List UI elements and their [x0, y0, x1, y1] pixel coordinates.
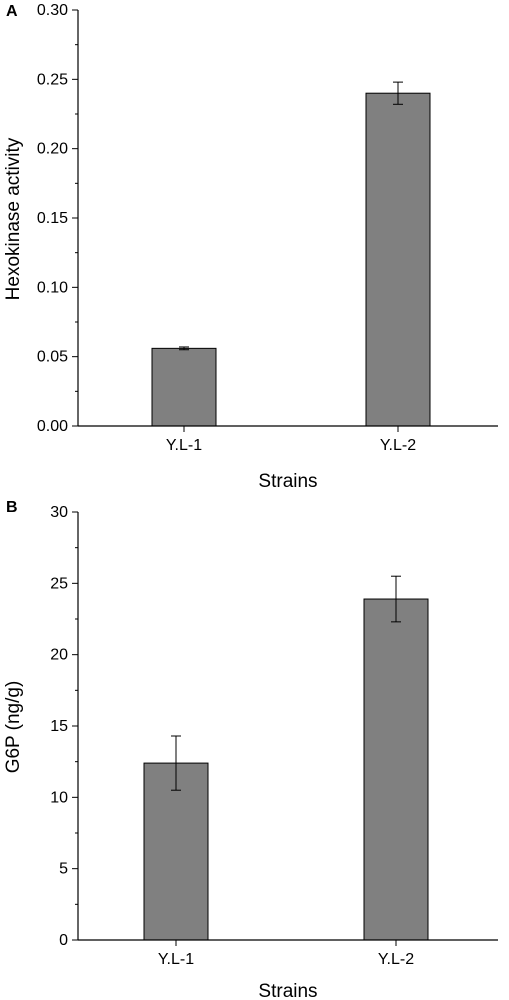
panel-a-error-bar-1: [179, 346, 189, 351]
panel-a-label: A: [6, 3, 18, 20]
panel-b-y-tick-label: 0: [59, 932, 68, 949]
panel-a-bar-2: [365, 92, 431, 427]
panel-a-y-ticks: 0.00 0.05 0.10 0.15 0.20 0.25 0.30: [37, 2, 78, 435]
panel-b-bar-2: [363, 598, 429, 941]
panel-b-bar-1: [143, 762, 209, 941]
panel-b-bars: [143, 598, 429, 941]
panel-a-error-bar-2: [393, 81, 403, 105]
panel-a-y-tick-label: 0.20: [37, 141, 68, 158]
panel-a-y-tick-label: 0.00: [37, 418, 68, 435]
panel-a-axes: [77, 10, 498, 427]
panel-b-axes: [77, 512, 498, 941]
panel-b-y-tick-label: 5: [59, 861, 68, 878]
panel-b-x-ticks: Y.L-1 Y.L-2: [158, 940, 414, 968]
panel-a-y-tick-label: 0.25: [37, 71, 68, 88]
panel-a-y-tick-label: 0.15: [37, 210, 68, 227]
panel-b-y-ticks: 0 5 10 15 20 25 30: [50, 504, 78, 949]
panel-a-y-axis-title: Hexokinase activity: [3, 137, 24, 300]
panel-a-y-tick-label: 0.10: [37, 279, 68, 296]
panel-a-x-tick-label: Y.L-1: [166, 437, 202, 454]
panel-b-y-tick-label: 10: [50, 789, 68, 806]
panel-a-bar-1: [151, 347, 217, 427]
panel-a-error-bars: [179, 81, 403, 351]
panel-b-x-tick-label: Y.L-2: [378, 951, 414, 968]
panel-a-x-ticks: Y.L-1 Y.L-2: [166, 426, 416, 454]
panel-a-x-axis-title: Strains: [258, 471, 317, 492]
panel-b-error-bars: [171, 575, 401, 791]
panel-b-y-tick-label: 25: [50, 575, 68, 592]
panel-b-y-tick-label: 30: [50, 504, 68, 521]
panel-b-label: B: [6, 499, 18, 516]
panel-b-error-bar-2: [391, 575, 401, 623]
panel-a-y-tick-label: 0.05: [37, 349, 68, 366]
panel-b-x-tick-label: Y.L-1: [158, 951, 194, 968]
panel-b-y-tick-label: 20: [50, 647, 68, 664]
panel-a-y-tick-label: 0.30: [37, 2, 68, 19]
panel-a-x-tick-label: Y.L-2: [380, 437, 416, 454]
panel-b-chart: B 0 5 10 15 20 25 30 Y.L-1 Y.L-2 Strains G6P (n…: [3, 499, 498, 1000]
panel-b-y-axis-title: G6P (ng/g): [3, 681, 24, 774]
panel-a-bars: [151, 92, 431, 427]
panel-b-y-tick-label: 15: [50, 718, 68, 735]
panel-b-x-axis-title: Strains: [258, 981, 317, 1000]
panel-a-chart: A 0.000.050.100.150.200.250.30 Y.L-1 Y.L-…: [3, 2, 498, 492]
panel-b-error-bar-1: [171, 735, 181, 791]
